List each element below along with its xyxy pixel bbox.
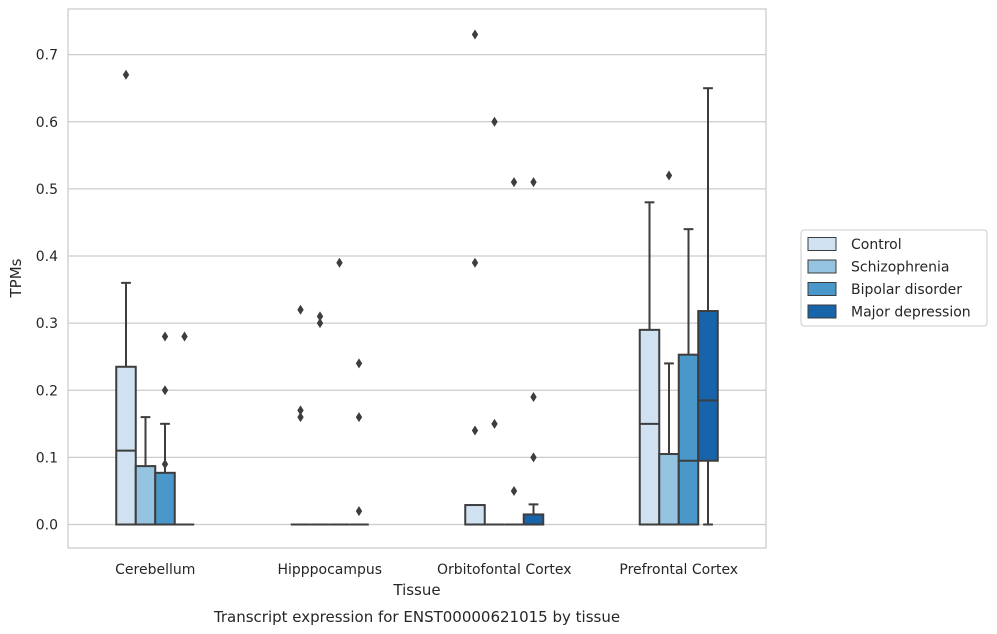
x-tick-label: Prefrontal Cortex (619, 562, 738, 578)
x-axis-ticks: Cerebellum Hipppocampus Orbitofontal Corte… (115, 562, 738, 578)
outlier-point (471, 257, 479, 268)
box-body (658, 453, 680, 526)
box-body (522, 513, 545, 526)
y-tick-label: 0.5 (36, 182, 58, 198)
box-control (290, 304, 311, 526)
outlier-point (355, 358, 363, 369)
outlier-point (297, 412, 304, 423)
outlier-point (491, 116, 498, 127)
box-control (115, 69, 137, 526)
box-bipolar-disorder (677, 228, 700, 526)
box-major-depression (522, 177, 545, 526)
outlier-point (181, 331, 188, 342)
outlier-point (297, 304, 304, 315)
outlier-point (491, 418, 498, 429)
legend-label: Major depression (851, 305, 971, 321)
gridlines (68, 53, 766, 526)
legend-label: Schizophrenia (851, 260, 949, 276)
y-tick-label: 0.2 (36, 383, 58, 399)
outlier-point (161, 459, 169, 470)
box-major-depression (349, 358, 369, 526)
box-control (464, 29, 486, 526)
box-bipolar-disorder (329, 257, 350, 526)
outlier-point (510, 177, 518, 188)
y-tick-label: 0.7 (36, 48, 58, 64)
outlier-point (316, 311, 324, 322)
y-tick-label: 0.6 (36, 115, 58, 131)
outlier-point (161, 331, 169, 342)
chart-caption: Transcript expression for ENST0000062101… (213, 608, 620, 626)
box-body (154, 471, 176, 526)
box-bipolar-disorder (154, 331, 176, 526)
outlier-point (355, 506, 363, 517)
y-tick-label: 0.4 (36, 249, 58, 265)
legend: Control Schizophrenia Bipolar disorder Majo… (800, 229, 988, 327)
outlier-point (297, 405, 304, 416)
legend-swatch (807, 282, 837, 296)
box-schizophrenia (658, 170, 680, 526)
y-axis-title: TPMs (7, 258, 25, 298)
legend-swatch (807, 259, 837, 274)
outlier-point (122, 69, 130, 80)
x-tick-label: Hipppocampus (277, 562, 382, 578)
outlier-point (471, 425, 479, 436)
box-major-depression (174, 331, 195, 526)
outlier-point (161, 385, 169, 396)
y-axis-ticks: 0.0 0.1 0.2 0.3 0.4 0.5 0.6 0.7 (36, 48, 58, 534)
box-body (134, 465, 157, 526)
x-axis-title: Tissue (392, 581, 440, 599)
legend-frame (800, 229, 988, 327)
y-tick-label: 0.3 (36, 316, 58, 332)
box-major-depression (697, 87, 719, 526)
y-tick-label: 0.0 (36, 518, 58, 534)
box-bipolar-disorder (504, 177, 524, 526)
box-control (638, 201, 661, 526)
box-body (115, 365, 137, 526)
box-schizophrenia (134, 416, 157, 526)
x-tick-label: Cerebellum (115, 562, 195, 578)
box-body (464, 504, 486, 526)
legend-swatch (807, 237, 837, 251)
x-tick-label: Orbitofontal Cortex (437, 562, 572, 578)
outlier-point (355, 412, 363, 423)
outlier-point (336, 257, 343, 268)
box-schizophrenia (484, 116, 505, 526)
legend-label: Control (851, 237, 902, 253)
outlier-point (530, 452, 537, 463)
plot-frame (67, 8, 767, 549)
box-schizophrenia (310, 311, 330, 526)
outlier-point (510, 485, 518, 496)
box-body (697, 310, 719, 462)
boxes-layer (115, 29, 719, 526)
outlier-point (530, 391, 537, 402)
outlier-point (665, 170, 673, 181)
legend-label: Bipolar disorder (851, 282, 962, 298)
y-tick-label: 0.1 (36, 450, 58, 466)
box-body (638, 328, 661, 526)
box-body (677, 353, 700, 526)
outlier-point (530, 177, 537, 188)
legend-swatch (807, 304, 837, 319)
outlier-point (316, 318, 324, 329)
outlier-point (471, 29, 479, 40)
